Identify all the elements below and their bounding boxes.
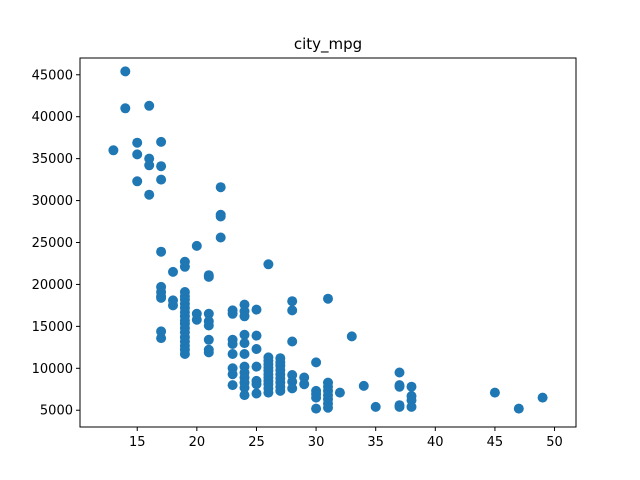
data-point: [156, 333, 167, 344]
data-point: [227, 369, 238, 380]
data-point: [227, 380, 238, 391]
data-point: [370, 401, 381, 412]
data-point: [537, 392, 548, 403]
data-point: [287, 296, 298, 307]
data-point: [108, 145, 119, 156]
data-point: [168, 300, 178, 311]
y-tick-label: 25000: [32, 236, 73, 251]
x-tick-label: 30: [308, 435, 325, 450]
y-tick-label: 30000: [32, 194, 73, 209]
y-tick-label: 35000: [32, 152, 73, 167]
data-point: [203, 320, 214, 331]
data-point: [215, 211, 226, 222]
data-point: [275, 385, 286, 396]
data-point: [394, 367, 405, 378]
data-point: [239, 311, 250, 322]
data-point: [406, 401, 417, 412]
data-point: [203, 347, 214, 358]
x-tick-label: 15: [129, 435, 146, 450]
y-tick-label: 10000: [32, 362, 73, 377]
data-point: [215, 232, 226, 243]
data-point: [334, 387, 345, 398]
data-point: [132, 149, 143, 160]
data-point: [239, 338, 250, 349]
data-point: [358, 380, 369, 391]
x-tick-label: 45: [487, 435, 504, 450]
x-tick-label: 25: [248, 435, 265, 450]
data-point: [263, 259, 274, 270]
data-point: [251, 361, 262, 372]
data-point: [144, 160, 155, 171]
data-point: [394, 401, 405, 412]
data-point: [203, 271, 214, 282]
data-point: [323, 402, 333, 413]
data-point: [144, 189, 155, 200]
y-tick-label: 15000: [32, 320, 73, 335]
data-point: [203, 334, 214, 345]
data-point: [156, 161, 167, 172]
data-point: [251, 304, 262, 315]
data-point: [132, 137, 143, 148]
data-point: [168, 266, 178, 277]
y-tick-label: 20000: [32, 278, 73, 293]
data-point: [251, 388, 262, 399]
data-point: [227, 339, 238, 349]
data-point: [239, 329, 250, 340]
data-point: [311, 403, 322, 414]
data-point: [120, 103, 131, 114]
data-point: [287, 336, 298, 347]
y-tick-label: 5000: [40, 404, 73, 419]
data-point: [227, 349, 238, 359]
y-tick-label: 40000: [32, 110, 73, 125]
data-point: [323, 293, 333, 304]
y-tick-label: 45000: [32, 68, 73, 83]
data-point: [179, 349, 190, 359]
data-point: [489, 387, 500, 398]
data-point: [156, 246, 167, 257]
data-point: [394, 381, 405, 392]
data-points: [108, 66, 548, 414]
data-point: [251, 330, 262, 341]
data-point: [191, 240, 202, 251]
data-point: [287, 383, 298, 394]
data-point: [239, 349, 250, 359]
data-point: [406, 381, 417, 392]
data-point: [156, 136, 167, 147]
x-axis: 15 20 25 30 35 40 45 50: [129, 427, 563, 450]
data-point: [203, 308, 214, 319]
data-point: [311, 392, 322, 403]
data-point: [299, 379, 310, 390]
data-point: [132, 176, 143, 187]
data-point: [251, 379, 262, 390]
data-point: [179, 261, 190, 272]
y-axis: 5000 10000 15000 20000 25000 30000 35000 40000 4…: [32, 68, 80, 419]
data-point: [239, 390, 250, 401]
data-point: [191, 314, 202, 325]
data-point: [156, 292, 167, 303]
data-point: [251, 344, 262, 354]
data-point: [346, 331, 357, 342]
data-point: [263, 387, 274, 398]
x-tick-label: 20: [189, 435, 206, 450]
data-point: [156, 174, 167, 185]
data-point: [144, 100, 155, 111]
x-tick-label: 35: [367, 435, 384, 450]
chart-title: city_mpg: [294, 35, 362, 54]
data-point: [120, 66, 131, 77]
data-point: [311, 357, 322, 368]
data-point: [513, 403, 524, 414]
data-point: [239, 382, 250, 393]
data-point: [215, 182, 226, 193]
data-point: [227, 308, 238, 319]
data-point: [287, 305, 298, 316]
x-tick-label: 50: [546, 435, 563, 450]
x-tick-label: 40: [427, 435, 444, 450]
